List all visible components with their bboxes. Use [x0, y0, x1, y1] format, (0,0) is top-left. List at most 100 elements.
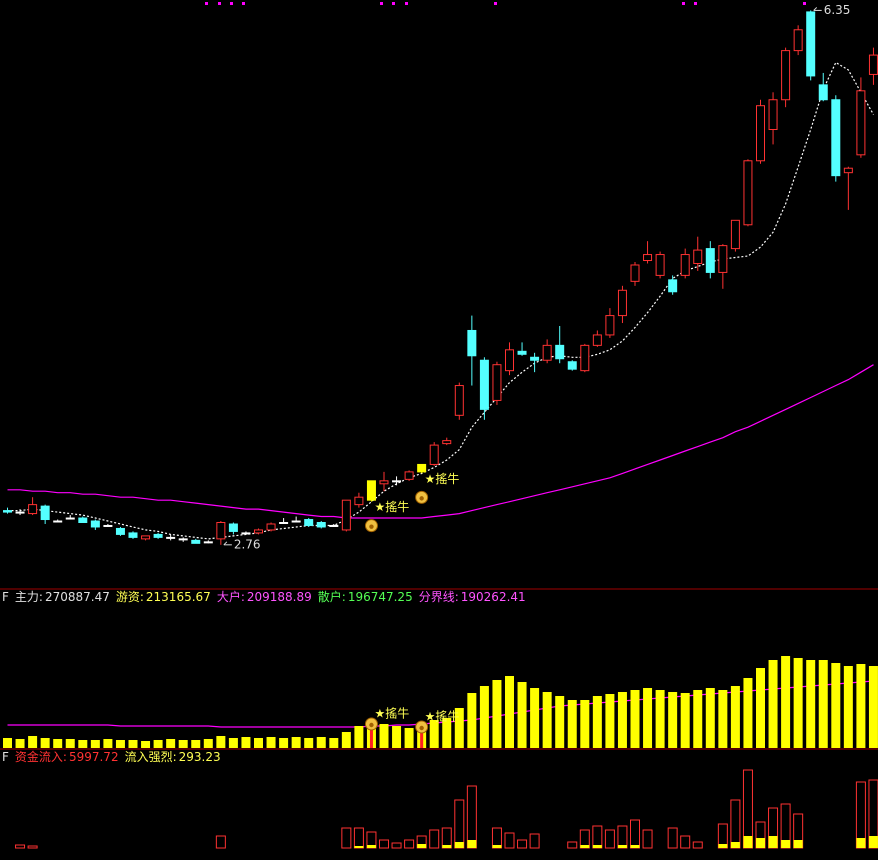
- bar: [768, 660, 778, 748]
- bar: [178, 740, 188, 748]
- bar: [530, 688, 540, 748]
- bar: [630, 690, 640, 748]
- candle-body: [329, 524, 339, 527]
- bar: [617, 845, 627, 848]
- candle-body: [53, 520, 63, 523]
- bar: [818, 660, 828, 748]
- candle-body: [3, 510, 12, 513]
- bar: [542, 692, 552, 748]
- moving-average: [7, 364, 874, 519]
- bar: [692, 841, 703, 849]
- candle-body: [128, 532, 138, 538]
- bar: [454, 708, 464, 748]
- candle-body: [492, 364, 502, 401]
- candle-body: [442, 440, 452, 445]
- bar: [517, 839, 528, 849]
- candle-body: [417, 463, 427, 473]
- bar: [492, 845, 502, 848]
- header-value: 196747.25: [348, 590, 413, 604]
- candle-body: [216, 522, 226, 540]
- bar-highlight: [420, 723, 424, 748]
- candle-body: [191, 539, 201, 544]
- bar: [53, 739, 63, 748]
- price-annotation: 6.35: [824, 3, 851, 17]
- bar: [642, 829, 653, 849]
- bar: [517, 682, 527, 748]
- bar: [442, 845, 452, 848]
- bar: [216, 736, 226, 748]
- bar: [668, 692, 678, 748]
- candle-body: [454, 385, 464, 416]
- candle-body: [517, 350, 527, 355]
- marker: [242, 2, 245, 5]
- marker: [230, 2, 233, 5]
- bar: [215, 835, 226, 849]
- bar: [3, 738, 12, 748]
- bar: [793, 658, 803, 748]
- header-name: 流入强烈:: [125, 750, 177, 764]
- candle-body: [856, 90, 866, 156]
- candle-body: [153, 533, 163, 538]
- candle-body: [781, 50, 791, 101]
- bar: [354, 726, 364, 748]
- bar: [90, 740, 100, 748]
- candle-body: [254, 529, 263, 534]
- annotation-arrow: [813, 7, 818, 11]
- bar: [141, 741, 151, 748]
- header-value: 209188.89: [247, 590, 312, 604]
- signal-icon-dot: [369, 524, 374, 529]
- candle-body: [818, 84, 828, 101]
- bar: [567, 841, 578, 849]
- bar: [667, 827, 678, 849]
- marker: [494, 2, 497, 5]
- header-value: 270887.47: [45, 590, 110, 604]
- signal-label: ★搖牛: [425, 709, 460, 724]
- bar: [279, 738, 289, 748]
- bar: [341, 732, 351, 748]
- bar: [655, 690, 665, 748]
- candle-body: [668, 279, 678, 293]
- bar: [856, 838, 866, 848]
- bar: [291, 737, 301, 748]
- candle-body: [730, 219, 740, 250]
- candle-body: [592, 334, 602, 346]
- bar: [856, 664, 866, 748]
- candle-body: [141, 535, 151, 540]
- candle-body: [78, 517, 88, 524]
- header-value: 213165.67: [146, 590, 211, 604]
- bar: [730, 842, 740, 848]
- header-value: 293.23: [179, 750, 221, 764]
- bar: [454, 842, 464, 848]
- bar: [504, 832, 515, 849]
- bar: [592, 845, 602, 848]
- bar: [705, 688, 715, 748]
- candle-body: [429, 444, 439, 465]
- bar: [27, 845, 38, 849]
- candle-body: [304, 519, 314, 526]
- bar: [429, 720, 439, 748]
- bar: [103, 739, 113, 748]
- candle-body: [768, 99, 778, 131]
- bar: [65, 739, 75, 748]
- candle-body: [617, 289, 627, 317]
- bar: [605, 694, 615, 748]
- candle-body: [705, 248, 715, 273]
- candle-body: [693, 249, 703, 264]
- bar: [366, 845, 376, 848]
- bar: [693, 690, 703, 748]
- candle-body: [115, 527, 125, 535]
- bar: [718, 690, 728, 748]
- bar: [718, 844, 728, 848]
- indicator-header: F 资金流入: 5997.72 流入强烈: 293.23: [2, 749, 221, 764]
- bar: [680, 693, 690, 748]
- bar: [203, 739, 213, 748]
- candle-body: [806, 11, 816, 77]
- candle-body: [655, 254, 665, 276]
- candle-body: [718, 245, 728, 273]
- bar: [580, 845, 590, 848]
- bar: [567, 700, 577, 748]
- bar: [341, 827, 352, 849]
- signal-label: ★搖牛: [374, 499, 409, 514]
- candle-body: [392, 480, 402, 483]
- bar: [604, 829, 615, 849]
